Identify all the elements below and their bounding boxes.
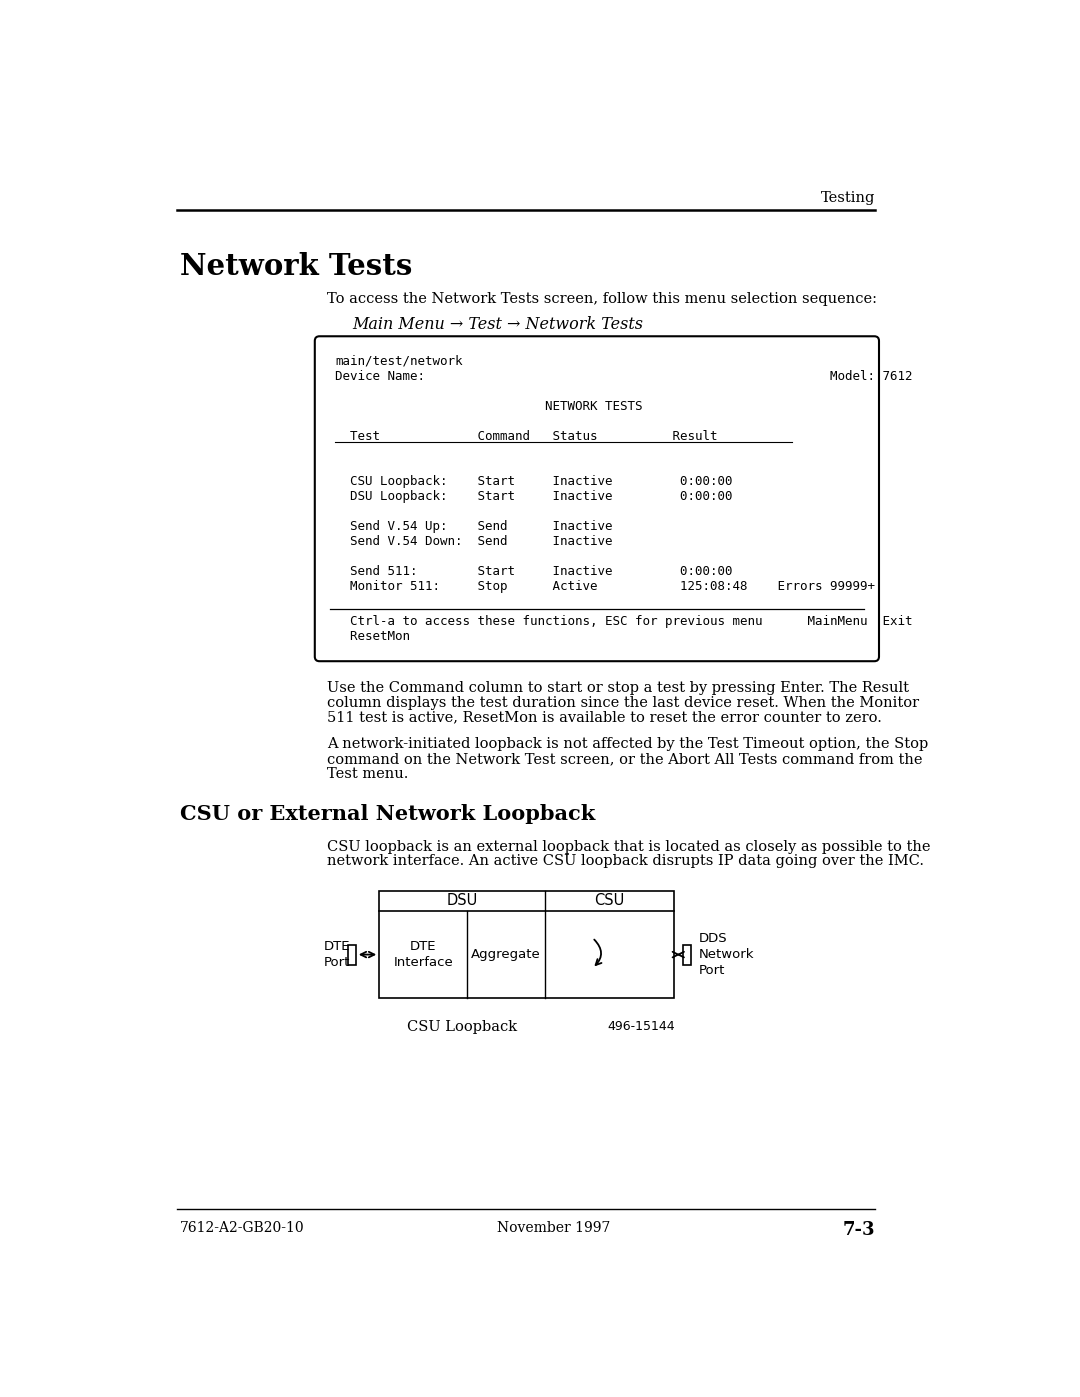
Text: Testing: Testing [821, 190, 875, 204]
Text: ResetMon: ResetMon [335, 630, 410, 644]
Text: Test menu.: Test menu. [327, 767, 408, 781]
Text: Aggregate: Aggregate [471, 949, 541, 961]
Text: Ctrl-a to access these functions, ESC for previous menu      MainMenu  Exit: Ctrl-a to access these functions, ESC fo… [335, 615, 913, 629]
Text: NETWORK TESTS: NETWORK TESTS [335, 400, 643, 412]
Text: Device Name:                                                      Model: 7612: Device Name: Model: 7612 [335, 370, 913, 383]
Text: column displays the test duration since the last device reset. When the Monitor: column displays the test duration since … [327, 696, 919, 710]
Text: network interface. An active CSU loopback disrupts IP data going over the IMC.: network interface. An active CSU loopbac… [327, 855, 924, 869]
Text: Network Tests: Network Tests [180, 253, 413, 281]
Text: Send 511:        Start     Inactive         0:00:00: Send 511: Start Inactive 0:00:00 [335, 564, 732, 578]
Text: November 1997: November 1997 [497, 1221, 610, 1235]
Text: Test             Command   Status          Result: Test Command Status Result [335, 430, 717, 443]
Text: main/test/network: main/test/network [335, 355, 462, 367]
Text: command on the Network Test screen, or the Abort All Tests command from the: command on the Network Test screen, or t… [327, 752, 922, 766]
Text: DTE
Port: DTE Port [324, 940, 351, 970]
Text: CSU or External Network Loopback: CSU or External Network Loopback [180, 805, 595, 824]
Text: To access the Network Tests screen, follow this menu selection sequence:: To access the Network Tests screen, foll… [327, 292, 877, 306]
Bar [379, 891, 674, 999]
Bar [683, 944, 691, 964]
Text: DSU: DSU [446, 893, 477, 908]
Text: CSU Loopback: CSU Loopback [407, 1020, 517, 1034]
Text: DSU Loopback:    Start     Inactive         0:00:00: DSU Loopback: Start Inactive 0:00:00 [335, 490, 732, 503]
Text: 496-15144: 496-15144 [607, 1020, 675, 1032]
Text: Use the Command column to start or stop a test by pressing Enter. The Result: Use the Command column to start or stop … [327, 682, 909, 696]
Text: CSU Loopback:    Start     Inactive         0:00:00: CSU Loopback: Start Inactive 0:00:00 [335, 475, 732, 488]
Text: CSU loopback is an external loopback that is located as closely as possible to t: CSU loopback is an external loopback tha… [327, 840, 931, 854]
Text: Main Menu → Test → Network Tests: Main Menu → Test → Network Tests [352, 316, 643, 334]
Text: Monitor 511:     Stop      Active           125:08:48    Errors 99999+: Monitor 511: Stop Active 125:08:48 Error… [335, 580, 875, 592]
Text: 511 test is active, ResetMon is available to reset the error counter to zero.: 511 test is active, ResetMon is availabl… [327, 711, 882, 725]
Text: 7612-A2-GB20-10: 7612-A2-GB20-10 [180, 1221, 305, 1235]
Text: Send V.54 Down:  Send      Inactive: Send V.54 Down: Send Inactive [335, 535, 612, 548]
Bar [348, 944, 356, 964]
Text: DTE
Interface: DTE Interface [393, 940, 454, 970]
Text: Send V.54 Up:    Send      Inactive: Send V.54 Up: Send Inactive [335, 520, 612, 532]
FancyBboxPatch shape [314, 337, 879, 661]
Text: 7-3: 7-3 [842, 1221, 875, 1239]
Text: DDS
Network
Port: DDS Network Port [699, 932, 754, 977]
Text: CSU: CSU [594, 893, 624, 908]
Text: A network-initiated loopback is not affected by the Test Timeout option, the Sto: A network-initiated loopback is not affe… [327, 738, 929, 752]
